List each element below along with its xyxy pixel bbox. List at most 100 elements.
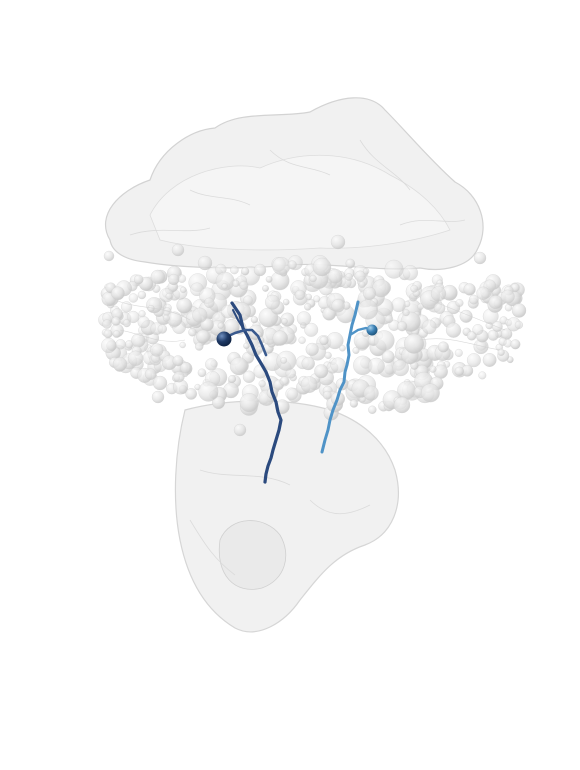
cell-sphere xyxy=(482,353,497,367)
cell-sphere xyxy=(488,295,503,310)
cell-sphere xyxy=(243,342,250,350)
cell-sphere xyxy=(229,357,248,376)
cell-sphere xyxy=(272,257,291,275)
cell-sphere xyxy=(454,348,463,357)
cell-sphere xyxy=(463,283,476,296)
cell-sphere xyxy=(179,341,186,349)
cell-sphere xyxy=(305,342,319,356)
cell-sphere xyxy=(258,380,266,388)
cell-sphere xyxy=(111,316,121,326)
cell-sphere xyxy=(466,353,481,368)
upper-lobe-inner xyxy=(149,154,451,251)
cell-sphere xyxy=(265,276,273,283)
cell-sphere xyxy=(298,336,306,344)
cell-sphere xyxy=(422,319,437,335)
cell-sphere xyxy=(430,286,447,302)
cell-sphere xyxy=(180,286,187,294)
cell-sphere xyxy=(103,250,115,262)
cell-sphere xyxy=(339,344,346,352)
cell-sphere xyxy=(358,281,366,289)
cell-sphere xyxy=(304,322,319,337)
cell-sphere xyxy=(437,341,449,353)
cell-sphere xyxy=(345,258,356,269)
cell-sphere xyxy=(262,285,269,292)
cell-sphere xyxy=(192,307,208,323)
cell-sphere xyxy=(421,383,440,403)
cell-sphere xyxy=(137,316,150,329)
cell-sphere xyxy=(352,347,360,354)
cell-sphere xyxy=(152,375,168,391)
cell-sphere xyxy=(345,273,353,281)
brain-volume-mesh xyxy=(104,97,484,633)
neuron-right-soma xyxy=(366,324,378,336)
cell-sphere xyxy=(330,357,346,373)
cell-sphere xyxy=(233,423,247,437)
lower-lobe-fold xyxy=(218,520,287,590)
cell-sphere xyxy=(304,303,312,311)
cell-sphere xyxy=(349,399,358,408)
cell-sphere xyxy=(242,370,256,383)
cell-sphere xyxy=(212,396,225,409)
cell-sphere xyxy=(127,350,144,366)
cell-sphere xyxy=(433,302,446,314)
neuron-right xyxy=(320,300,378,454)
cell-sphere xyxy=(204,297,215,308)
cell-sphere xyxy=(500,289,515,304)
cell-sphere xyxy=(188,328,197,337)
cell-sphere xyxy=(111,286,125,301)
cell-sphere xyxy=(195,342,204,351)
cell-sphere xyxy=(402,265,418,281)
cell-sphere xyxy=(410,284,419,293)
cell-sphere xyxy=(417,303,424,310)
neuron-left-soma xyxy=(216,331,232,347)
cell-sphere xyxy=(282,298,290,306)
cell-sphere xyxy=(363,385,379,401)
cell-sphere xyxy=(228,375,237,384)
cell-sphere xyxy=(168,273,180,286)
cell-sphere xyxy=(324,351,332,359)
cell-sphere xyxy=(121,301,133,313)
cell-sphere xyxy=(429,365,437,373)
cell-sphere xyxy=(510,339,521,350)
cell-sphere xyxy=(112,357,128,372)
cell-sphere xyxy=(144,368,157,380)
cell-sphere xyxy=(185,388,197,400)
cell-sphere xyxy=(328,268,343,284)
mesh-wrinkles xyxy=(129,139,466,576)
cell-sphere xyxy=(314,364,329,379)
cell-sphere xyxy=(172,355,184,367)
cell-sphere xyxy=(454,366,464,376)
cell-sphere xyxy=(397,321,408,332)
neuron-left-twig xyxy=(232,309,244,329)
cell-sphere xyxy=(112,330,121,338)
cell-sphere xyxy=(403,300,411,308)
cell-sphere xyxy=(205,358,218,371)
cell-sphere xyxy=(265,294,280,310)
cell-sphere xyxy=(131,333,146,348)
cell-sphere xyxy=(285,387,298,401)
cell-sphere xyxy=(362,268,370,275)
cell-sphere xyxy=(313,295,321,303)
cell-sphere xyxy=(133,274,144,285)
cell-sphere xyxy=(137,290,147,300)
cell-sphere xyxy=(392,359,409,377)
cell-sphere xyxy=(301,356,315,371)
cell-sphere xyxy=(122,319,131,328)
cell-sphere xyxy=(103,329,113,339)
cell-sphere xyxy=(138,310,146,318)
cell-sphere xyxy=(402,309,410,317)
neuron-left xyxy=(216,301,283,484)
cell-sphere xyxy=(279,376,290,387)
cell-sphere xyxy=(239,280,249,290)
cell-sphere xyxy=(368,405,377,414)
cell-sphere xyxy=(232,279,240,288)
cell-sphere xyxy=(151,390,165,404)
cell-sphere xyxy=(197,368,207,378)
cell-sphere xyxy=(491,321,503,332)
cell-sphere xyxy=(217,322,224,329)
neuron-right-arbor xyxy=(320,300,360,454)
cell-sphere xyxy=(281,318,288,325)
cell-sphere xyxy=(309,274,317,283)
cell-sphere xyxy=(393,396,411,414)
